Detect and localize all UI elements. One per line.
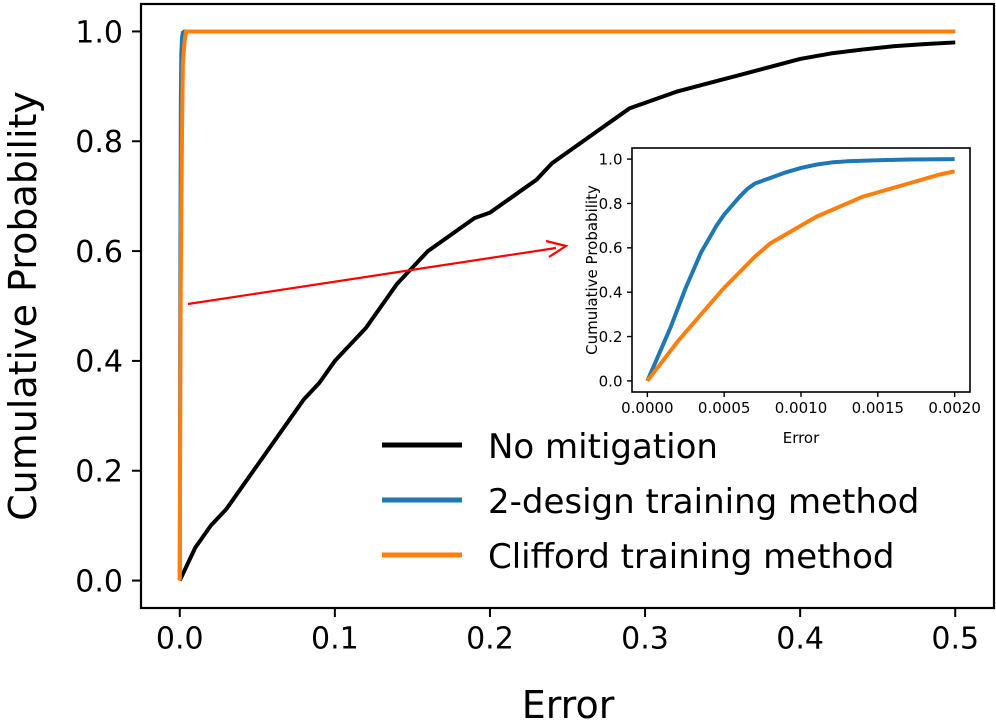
legend-label-clifford: Clifford training method (488, 537, 894, 577)
main-x-tick-label: 0.2 (466, 622, 514, 657)
main-x-tick-label: 0.3 (621, 622, 669, 657)
inset-y-axis-label: Cumulative Probability (583, 185, 601, 355)
zoom-arrow (187, 239, 569, 306)
inset-y-axis: 0.0 0.2 0.4 0.6 0.8 1.0 (599, 150, 632, 390)
main-y-tick-label: 0.0 (75, 564, 123, 599)
inset-x-axis: 0.0000 0.0005 0.0010 0.0015 0.0020 (621, 392, 981, 417)
inset-x-axis-label: Error (783, 429, 820, 447)
inset-y-tick-label: 0.4 (599, 284, 623, 302)
legend-label-no-mitigation: No mitigation (488, 427, 718, 467)
main-series-line-2 (177, 29, 956, 581)
inset-x-tick-label: 0.0010 (775, 399, 828, 417)
zoom-arrow-line (187, 246, 557, 306)
main-y-tick-label: 0.6 (75, 235, 123, 270)
inset-y-tick-label: 0.8 (599, 195, 623, 213)
inset-y-tick-label: 1.0 (599, 150, 623, 168)
zoom-arrow-head (545, 239, 569, 258)
main-y-tick-label: 0.8 (75, 125, 123, 160)
inset-y-tick-label: 0.6 (599, 239, 623, 257)
inset-series-group (645, 157, 956, 383)
main-x-tick-label: 0.1 (311, 622, 359, 657)
inset-x-tick-label: 0.0020 (928, 399, 981, 417)
main-series-line-0 (177, 40, 956, 582)
main-y-tick-label: 0.4 (75, 345, 123, 380)
inset-series-line-1 (645, 169, 956, 383)
main-y-axis-label: Cumulative Probability (1, 91, 45, 521)
inset-plot: 0.0000 0.0005 0.0010 0.0015 0.0020 0.0 0.2 0.4… (583, 147, 981, 447)
main-x-axis: 0.0 0.1 0.2 0.3 0.4 0.5 (156, 608, 979, 657)
main-x-tick-label: 0.5 (931, 622, 979, 657)
inset-series-line-0 (645, 157, 955, 382)
main-y-tick-label: 0.2 (75, 455, 123, 490)
main-plot-frame (139, 2, 996, 610)
main-y-axis: 0.0 0.2 0.4 0.6 0.8 1.0 (75, 15, 141, 599)
inset-y-tick-label: 0.2 (599, 328, 623, 346)
inset-x-tick-label: 0.0015 (852, 399, 905, 417)
inset-background (632, 148, 970, 392)
main-x-tick-label: 0.0 (156, 622, 204, 657)
legend-label-2-design: 2-design training method (488, 482, 919, 522)
main-x-tick-label: 0.4 (776, 622, 824, 657)
main-series-group (177, 29, 956, 582)
inset-y-tick-label: 0.0 (599, 372, 623, 390)
main-x-axis-label: Error (522, 683, 615, 727)
legend: No mitigation 2-design training method C… (382, 427, 919, 577)
inset-x-tick-label: 0.0000 (621, 399, 674, 417)
inset-x-tick-label: 0.0005 (698, 399, 751, 417)
main-y-tick-label: 1.0 (75, 15, 123, 50)
